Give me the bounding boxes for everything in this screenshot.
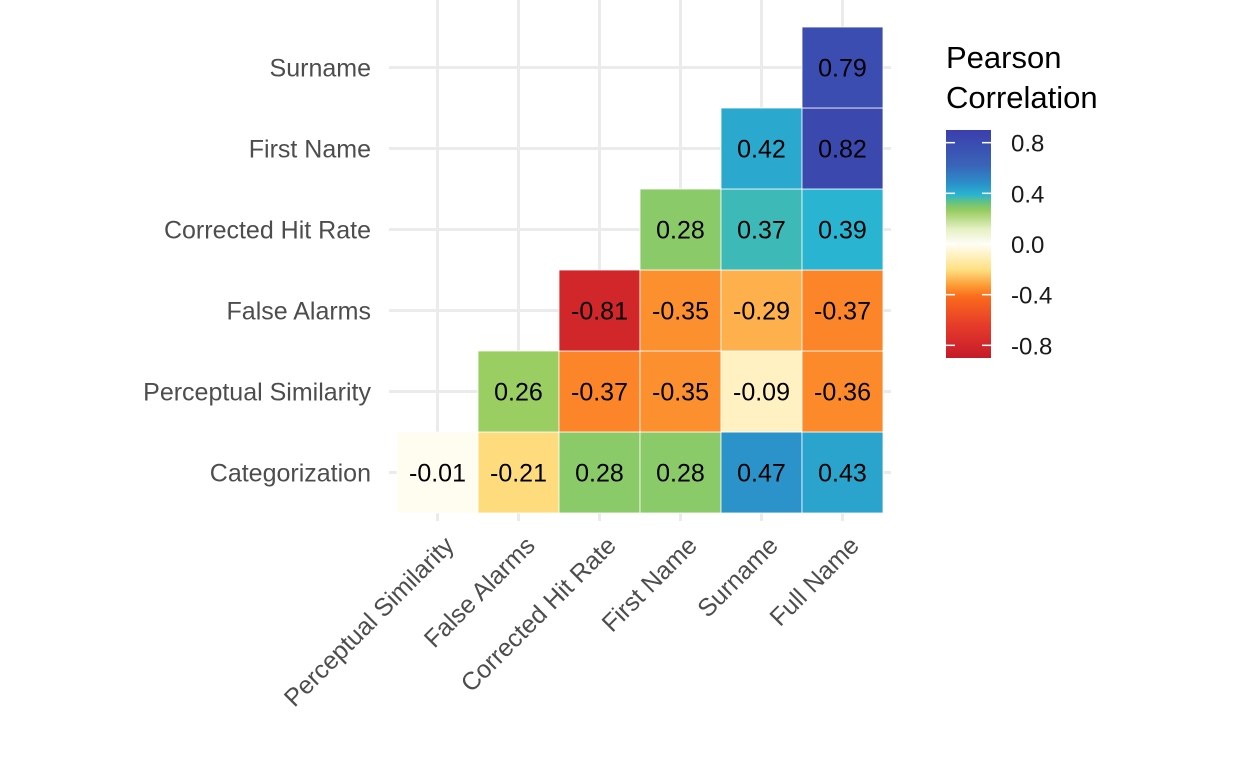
cell-value-false-alarms-vs-surname: -0.29	[733, 298, 790, 326]
heatmap-cell-perceptual-similarity-vs-false-alarms	[477, 350, 560, 433]
heatmap-cell-first-name-vs-full-name	[801, 107, 884, 190]
legend-tick-label-2: 0.0	[1011, 232, 1044, 259]
y-tick-label-perceptual-similarity: Perceptual Similarity	[143, 379, 371, 407]
y-tick-label-first-name: First Name	[249, 136, 371, 164]
y-tick-label-surname: Surname	[270, 55, 371, 83]
y-tick-label-false-alarms: False Alarms	[227, 298, 371, 326]
heatmap-cell-categorization-vs-surname	[720, 431, 803, 514]
heatmap-cell-false-alarms-vs-first-name	[639, 269, 722, 352]
heatmap-cell-first-name-vs-surname	[720, 107, 803, 190]
heatmap-cell-corrected-hit-rate-vs-surname	[720, 188, 803, 271]
legend-title-line-1: Pearson	[946, 40, 1061, 75]
cell-value-surname-vs-full-name: 0.79	[818, 55, 867, 83]
heatmap-cell-perceptual-similarity-vs-surname	[720, 350, 803, 433]
cell-value-categorization-vs-surname: 0.47	[737, 460, 786, 488]
heatmap-cell-categorization-vs-false-alarms	[477, 431, 560, 514]
y-axis: Categorization Perceptual Similarity False…	[143, 55, 371, 488]
heatmap-cell-false-alarms-vs-surname	[720, 269, 803, 352]
cell-value-perceptual-similarity-vs-surname: -0.09	[733, 379, 790, 407]
y-tick-label-categorization: Categorization	[210, 460, 371, 488]
legend-title-line-2: Correlation	[946, 80, 1098, 115]
cell-value-false-alarms-vs-corrected-hit-rate: -0.81	[571, 298, 628, 326]
heatmap-cell-false-alarms-vs-full-name	[801, 269, 884, 352]
cell-value-false-alarms-vs-full-name: -0.37	[814, 298, 871, 326]
heatmap-cell-corrected-hit-rate-vs-first-name	[639, 188, 722, 271]
cell-value-corrected-hit-rate-vs-full-name: 0.39	[818, 217, 867, 245]
cell-value-labels: -0.01 -0.21 0.28 0.28 0.47 0.43 0.26 -0.37 -0.35…	[409, 55, 871, 488]
heatmap-cell-categorization-vs-full-name	[801, 431, 884, 514]
cell-value-categorization-vs-first-name: 0.28	[656, 460, 705, 488]
legend-tick-label-1: 0.4	[1011, 181, 1044, 208]
y-tick-label-corrected-hit-rate: Corrected Hit Rate	[164, 217, 371, 245]
heatmap-cell-categorization-vs-perceptual-similarity	[396, 431, 479, 514]
cell-value-categorization-vs-full-name: 0.43	[818, 460, 867, 488]
cell-value-corrected-hit-rate-vs-surname: 0.37	[737, 217, 786, 245]
cell-value-perceptual-similarity-vs-full-name: -0.36	[814, 379, 871, 407]
legend-tick-label-4: -0.8	[1011, 333, 1052, 360]
cell-value-first-name-vs-surname: 0.42	[737, 136, 786, 164]
legend: Pearson Correlation 0.8 0.4 0.0 -0.4 -0.8	[946, 40, 1098, 360]
cell-value-perceptual-similarity-vs-first-name: -0.35	[652, 379, 709, 407]
heatmap-cell-perceptual-similarity-vs-corrected-hit-rate	[558, 350, 641, 433]
cell-value-perceptual-similarity-vs-corrected-hit-rate: -0.37	[571, 379, 628, 407]
heatmap-cells	[396, 26, 884, 514]
cell-value-categorization-vs-false-alarms: -0.21	[490, 460, 547, 488]
cell-value-perceptual-similarity-vs-false-alarms: 0.26	[494, 379, 543, 407]
x-tick-label-corrected-hit-rate: Corrected Hit Rate	[456, 531, 622, 697]
cell-value-false-alarms-vs-first-name: -0.35	[652, 298, 709, 326]
heatmap-cell-perceptual-similarity-vs-full-name	[801, 350, 884, 433]
cell-value-corrected-hit-rate-vs-first-name: 0.28	[656, 217, 705, 245]
heatmap-cell-corrected-hit-rate-vs-full-name	[801, 188, 884, 271]
heatmap-cell-false-alarms-vs-corrected-hit-rate	[558, 269, 641, 352]
legend-tick-label-3: -0.4	[1011, 283, 1052, 310]
cell-value-categorization-vs-perceptual-similarity: -0.01	[409, 460, 466, 488]
cell-value-first-name-vs-full-name: 0.82	[818, 136, 867, 164]
x-tick-label-full-name: Full Name	[764, 531, 864, 631]
legend-tick-label-0: 0.8	[1011, 131, 1044, 158]
cell-value-categorization-vs-corrected-hit-rate: 0.28	[575, 460, 624, 488]
heatmap-cell-surname-vs-full-name	[801, 26, 884, 109]
